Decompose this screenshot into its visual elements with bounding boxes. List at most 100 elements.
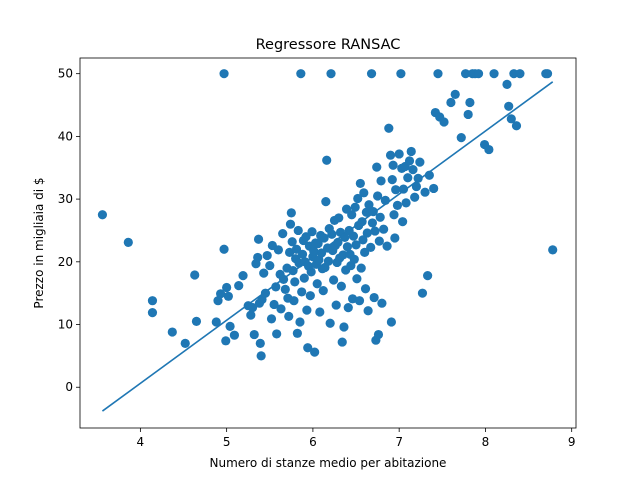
x-tick-label: 7 bbox=[395, 435, 403, 449]
scatter-point bbox=[246, 310, 256, 320]
scatter-point bbox=[339, 322, 349, 332]
scatter-point bbox=[291, 244, 302, 254]
scatter-point bbox=[296, 69, 306, 79]
scatter-point bbox=[370, 226, 380, 236]
scatter-point bbox=[253, 252, 263, 263]
scatter-point bbox=[366, 242, 376, 252]
scatter-point bbox=[417, 288, 428, 298]
scatter-point bbox=[278, 228, 288, 239]
scatter-point bbox=[398, 217, 408, 227]
scatter-point bbox=[548, 245, 558, 255]
scatter-point bbox=[354, 296, 365, 306]
scatter-point bbox=[219, 69, 229, 79]
scatter-point bbox=[256, 351, 266, 361]
scatter-point bbox=[347, 210, 357, 220]
scatter-point bbox=[439, 117, 449, 127]
y-axis-ticks: 0 10 20 30 40 50 bbox=[58, 67, 80, 394]
scatter-point bbox=[336, 281, 346, 291]
scatter-point bbox=[318, 286, 328, 296]
scatter-point bbox=[290, 277, 300, 287]
scatter-point bbox=[384, 123, 394, 133]
scatter-point bbox=[180, 338, 190, 348]
scatter-point bbox=[502, 79, 512, 89]
scatter-point bbox=[410, 192, 420, 202]
y-tick-label: 50 bbox=[58, 67, 73, 81]
scatter-point bbox=[408, 165, 418, 175]
scatter-point bbox=[329, 275, 339, 285]
scatter-point bbox=[284, 311, 294, 321]
scatter-point bbox=[504, 101, 514, 111]
scatter-point bbox=[391, 185, 401, 195]
x-axis-ticks: 4 5 6 7 8 9 bbox=[137, 428, 576, 449]
scatter-point bbox=[373, 191, 383, 201]
scatter-point bbox=[387, 175, 397, 185]
scatter-point bbox=[229, 330, 240, 340]
scatter-point bbox=[297, 287, 307, 297]
scatter-point bbox=[190, 270, 200, 280]
axes-frame bbox=[79, 57, 577, 429]
scatter-point bbox=[463, 109, 473, 120]
scatter-point bbox=[167, 327, 177, 337]
scatter-point bbox=[331, 300, 341, 310]
scatter-point bbox=[306, 267, 316, 277]
scatter-points bbox=[97, 69, 558, 361]
x-tick-label: 6 bbox=[309, 435, 317, 449]
scatter-point bbox=[97, 210, 108, 220]
scatter-point bbox=[465, 97, 475, 108]
scatter-point bbox=[299, 273, 309, 283]
scatter-point bbox=[286, 208, 296, 218]
scatter-point bbox=[352, 274, 362, 284]
scatter-point bbox=[456, 133, 466, 143]
scatter-point bbox=[323, 256, 334, 266]
scatter-point bbox=[287, 237, 297, 247]
scatter-point bbox=[473, 69, 484, 79]
scatter-point bbox=[349, 254, 359, 264]
scatter-point bbox=[429, 183, 439, 194]
scatter-point bbox=[221, 336, 231, 346]
scatter-point bbox=[338, 250, 348, 260]
x-tick-label: 5 bbox=[223, 435, 231, 449]
scatter-point bbox=[307, 227, 317, 237]
scatter-point bbox=[394, 149, 404, 159]
scatter-point bbox=[219, 244, 229, 254]
scatter-point bbox=[123, 237, 133, 247]
scatter-point bbox=[211, 317, 221, 327]
scatter-point bbox=[347, 294, 358, 304]
scatter-point bbox=[433, 69, 443, 79]
scatter-point bbox=[316, 248, 327, 258]
scatter-point bbox=[272, 329, 282, 339]
scatter-point bbox=[285, 247, 295, 258]
regression-line-layer bbox=[101, 81, 554, 412]
scatter-point bbox=[386, 317, 396, 327]
scatter-point bbox=[484, 144, 494, 155]
scatter-point bbox=[309, 246, 319, 256]
scatter-point bbox=[337, 337, 347, 347]
scatter-point bbox=[343, 302, 353, 313]
scatter-point bbox=[325, 318, 335, 328]
scatter-point bbox=[367, 218, 378, 228]
scatter-point bbox=[351, 240, 361, 250]
scatter-point bbox=[269, 299, 279, 310]
x-axis-label: Numero di stanze medio per abitazione bbox=[210, 456, 447, 470]
scatter-point bbox=[413, 173, 423, 184]
scatter-point bbox=[285, 219, 296, 229]
scatter-point bbox=[392, 200, 403, 210]
scatter-point bbox=[401, 198, 411, 208]
scatter-point bbox=[360, 284, 371, 294]
scatter-point bbox=[376, 176, 386, 186]
scatter-point bbox=[302, 305, 312, 315]
y-axis-label: Prezzo in migliaia di $ bbox=[32, 177, 46, 308]
plot-area bbox=[97, 69, 558, 412]
scatter-point bbox=[515, 69, 525, 79]
scatter-point bbox=[511, 121, 522, 131]
scatter-point bbox=[398, 184, 409, 194]
scatter-point bbox=[147, 296, 158, 306]
scatter-point bbox=[364, 200, 374, 210]
scatter-point bbox=[255, 338, 265, 348]
scatter-point bbox=[280, 284, 290, 295]
scatter-point bbox=[265, 260, 275, 271]
scatter-point bbox=[362, 228, 372, 238]
scatter-point bbox=[222, 282, 232, 293]
scatter-point bbox=[310, 347, 320, 357]
